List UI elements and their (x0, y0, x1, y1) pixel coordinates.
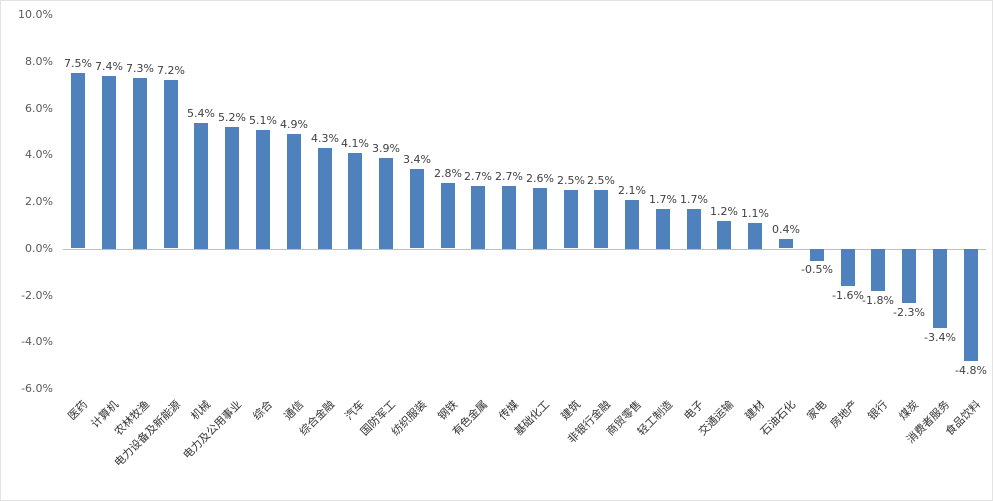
bar (502, 186, 516, 249)
bar-value-label: -1.8% (862, 294, 894, 307)
bar-value-label: 1.1% (741, 207, 769, 220)
y-tick-label: 0.0% (25, 241, 53, 255)
bar-value-label: -1.6% (832, 289, 864, 302)
x-tick-label: 家电 (804, 398, 830, 423)
y-tick-label: -2.0% (21, 288, 53, 302)
bar (656, 209, 670, 249)
x-tick-label: 传媒 (496, 398, 522, 423)
bar-value-label: 3.4% (403, 153, 431, 166)
bar (717, 221, 731, 249)
y-tick-label: 2.0% (25, 195, 53, 208)
bar-value-label: 2.5% (557, 174, 585, 187)
bar (194, 123, 208, 249)
bar (964, 249, 978, 361)
x-tick-label: 医药 (65, 398, 91, 423)
x-tick-label: 汽车 (342, 398, 368, 423)
bar (256, 130, 270, 249)
bar-value-label: 1.7% (649, 193, 677, 206)
y-tick-label: 8.0% (25, 54, 53, 68)
bar-value-label: -3.4% (924, 331, 956, 344)
x-tick-label: 钢铁 (435, 398, 461, 423)
bar-value-label: 2.8% (434, 167, 462, 180)
bar (441, 183, 455, 248)
x-axis-line (63, 249, 986, 250)
bar-value-label: 5.2% (218, 111, 246, 124)
bar (410, 169, 424, 248)
x-tick-label: 煤炭 (896, 398, 922, 423)
bar (871, 249, 885, 291)
bar (102, 76, 116, 249)
bar-value-label: 5.4% (187, 107, 215, 120)
bar-value-label: 4.1% (341, 137, 369, 150)
bar (810, 249, 824, 261)
y-tick-label: 6.0% (25, 101, 53, 115)
bar (902, 249, 916, 303)
bar (318, 148, 332, 249)
bar-value-label: 1.2% (710, 205, 738, 218)
bar (164, 80, 178, 248)
bar (471, 186, 485, 249)
x-tick-label: 电子 (681, 398, 707, 423)
bar-value-label: 2.7% (464, 170, 492, 183)
x-tick-label: 房地产 (827, 398, 861, 431)
bar (625, 200, 639, 249)
bar-value-label: -2.3% (893, 306, 925, 319)
bar (564, 190, 578, 248)
x-tick-label: 通信 (281, 398, 307, 423)
bar-value-label: 7.5% (64, 57, 92, 70)
x-tick-label: 银行 (865, 398, 891, 423)
bar-value-label: 3.9% (372, 142, 400, 155)
bar-value-label: 4.3% (311, 132, 339, 145)
bar (841, 249, 855, 286)
y-tick-label: -4.0% (21, 335, 53, 349)
bar (533, 188, 547, 249)
bar-value-label: 1.7% (680, 193, 708, 206)
bar (225, 127, 239, 249)
bar (687, 209, 701, 249)
bar-value-label: -0.5% (801, 263, 833, 276)
bar-value-label: 2.5% (587, 174, 615, 187)
bar (379, 158, 393, 249)
y-tick-label: -6.0% (21, 382, 53, 395)
bar-value-label: 2.7% (495, 170, 523, 183)
bar (287, 134, 301, 249)
bar-value-label: 7.4% (95, 60, 123, 73)
bar-value-label: 7.3% (126, 62, 154, 75)
bar-value-label: 4.9% (280, 118, 308, 131)
x-tick-label: 建筑 (558, 398, 584, 423)
x-tick-label: 建材 (742, 398, 768, 423)
x-tick-label: 综合 (250, 398, 276, 423)
bar (133, 78, 147, 249)
bar-value-label: 0.4% (772, 223, 800, 236)
bar (348, 153, 362, 249)
bar (594, 190, 608, 248)
x-tick-label: 机械 (188, 398, 214, 423)
bar (71, 73, 85, 248)
bar (933, 249, 947, 328)
bar (779, 239, 793, 248)
bar (748, 223, 762, 249)
bar-value-label: 7.2% (157, 64, 185, 77)
bar-value-label: 2.1% (618, 184, 646, 197)
bar-value-label: 2.6% (526, 172, 554, 185)
bar-value-label: -4.8% (955, 364, 987, 377)
y-tick-label: 10.0% (18, 8, 53, 21)
y-tick-label: 4.0% (25, 148, 53, 162)
bar-value-label: 5.1% (249, 114, 277, 127)
